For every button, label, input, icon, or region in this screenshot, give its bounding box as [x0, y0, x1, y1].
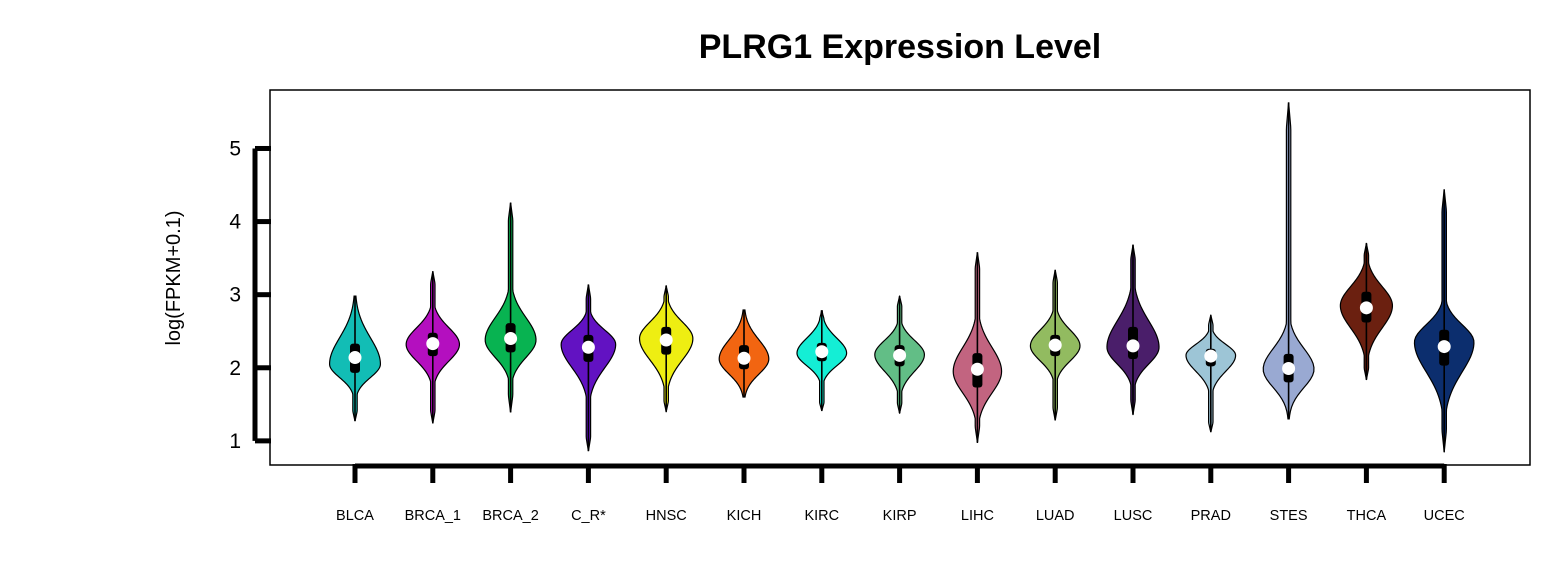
median-dot: [815, 345, 829, 359]
x-tick-label: KIRC: [804, 508, 839, 524]
x-tick-label: LUAD: [1036, 508, 1075, 524]
violin-brca-1: [405, 271, 461, 424]
violin-lihc: [952, 252, 1003, 443]
median-dot: [893, 348, 907, 362]
median-dot: [1282, 362, 1296, 376]
median-dot: [1048, 338, 1062, 352]
y-tick-label: 2: [229, 357, 241, 380]
violin-prad: [1185, 314, 1237, 433]
x-tick-label: LUSC: [1114, 508, 1153, 524]
median-dot: [581, 340, 595, 354]
y-axis: 1 2 3 4 5: [229, 137, 271, 453]
x-tick-label: C_R*: [571, 508, 606, 524]
violin-blca: [328, 295, 382, 422]
x-tick-label: HNSC: [646, 508, 687, 524]
median-dot: [426, 337, 440, 351]
x-tick-label: KIRP: [883, 508, 917, 524]
x-tick-label: BRCA_1: [405, 508, 461, 524]
median-dot: [504, 332, 518, 346]
median-dot: [659, 333, 673, 347]
violin-ucec: [1413, 189, 1475, 453]
median-dot: [737, 351, 751, 365]
violin-kich: [718, 309, 770, 398]
x-tick-label: PRAD: [1191, 508, 1231, 524]
violin-hnsc: [638, 285, 694, 413]
median-dot: [1437, 340, 1451, 354]
median-dot: [1126, 339, 1140, 353]
median-dot: [348, 351, 362, 365]
x-tick-label: BRCA_2: [482, 508, 538, 524]
violin-luad: [1029, 269, 1081, 421]
violin-lusc: [1106, 244, 1160, 416]
y-tick-label: 3: [229, 284, 241, 307]
median-dot: [1204, 349, 1218, 363]
y-tick-label: 1: [229, 430, 241, 453]
violin-thca: [1339, 242, 1394, 381]
median-dot: [970, 362, 984, 376]
x-tick-label: KICH: [727, 508, 762, 524]
y-axis-label: log(FPKM+0.1): [163, 210, 185, 345]
violin-kirp: [874, 295, 926, 414]
x-tick-label: STES: [1270, 508, 1308, 524]
x-tick-label: BLCA: [336, 508, 374, 524]
x-tick-label: THCA: [1347, 508, 1387, 524]
chart-title: PLRG1 Expression Level: [699, 28, 1102, 66]
median-dot: [1359, 301, 1373, 315]
violins: [328, 102, 1475, 453]
x-tick-label: UCEC: [1424, 508, 1465, 524]
x-axis: BLCA BRCA_1 BRCA_2 C_R* HNSC KICH KIRC KIRP LIHC…: [336, 463, 1465, 524]
violin-stes: [1262, 102, 1315, 420]
x-tick-label: LIHC: [961, 508, 994, 524]
violin-brca-2: [484, 202, 537, 413]
y-tick-label: 5: [229, 137, 241, 160]
y-tick-label: 4: [229, 211, 241, 234]
violin-c-r-: [560, 284, 617, 452]
violin-kirc: [796, 310, 848, 412]
